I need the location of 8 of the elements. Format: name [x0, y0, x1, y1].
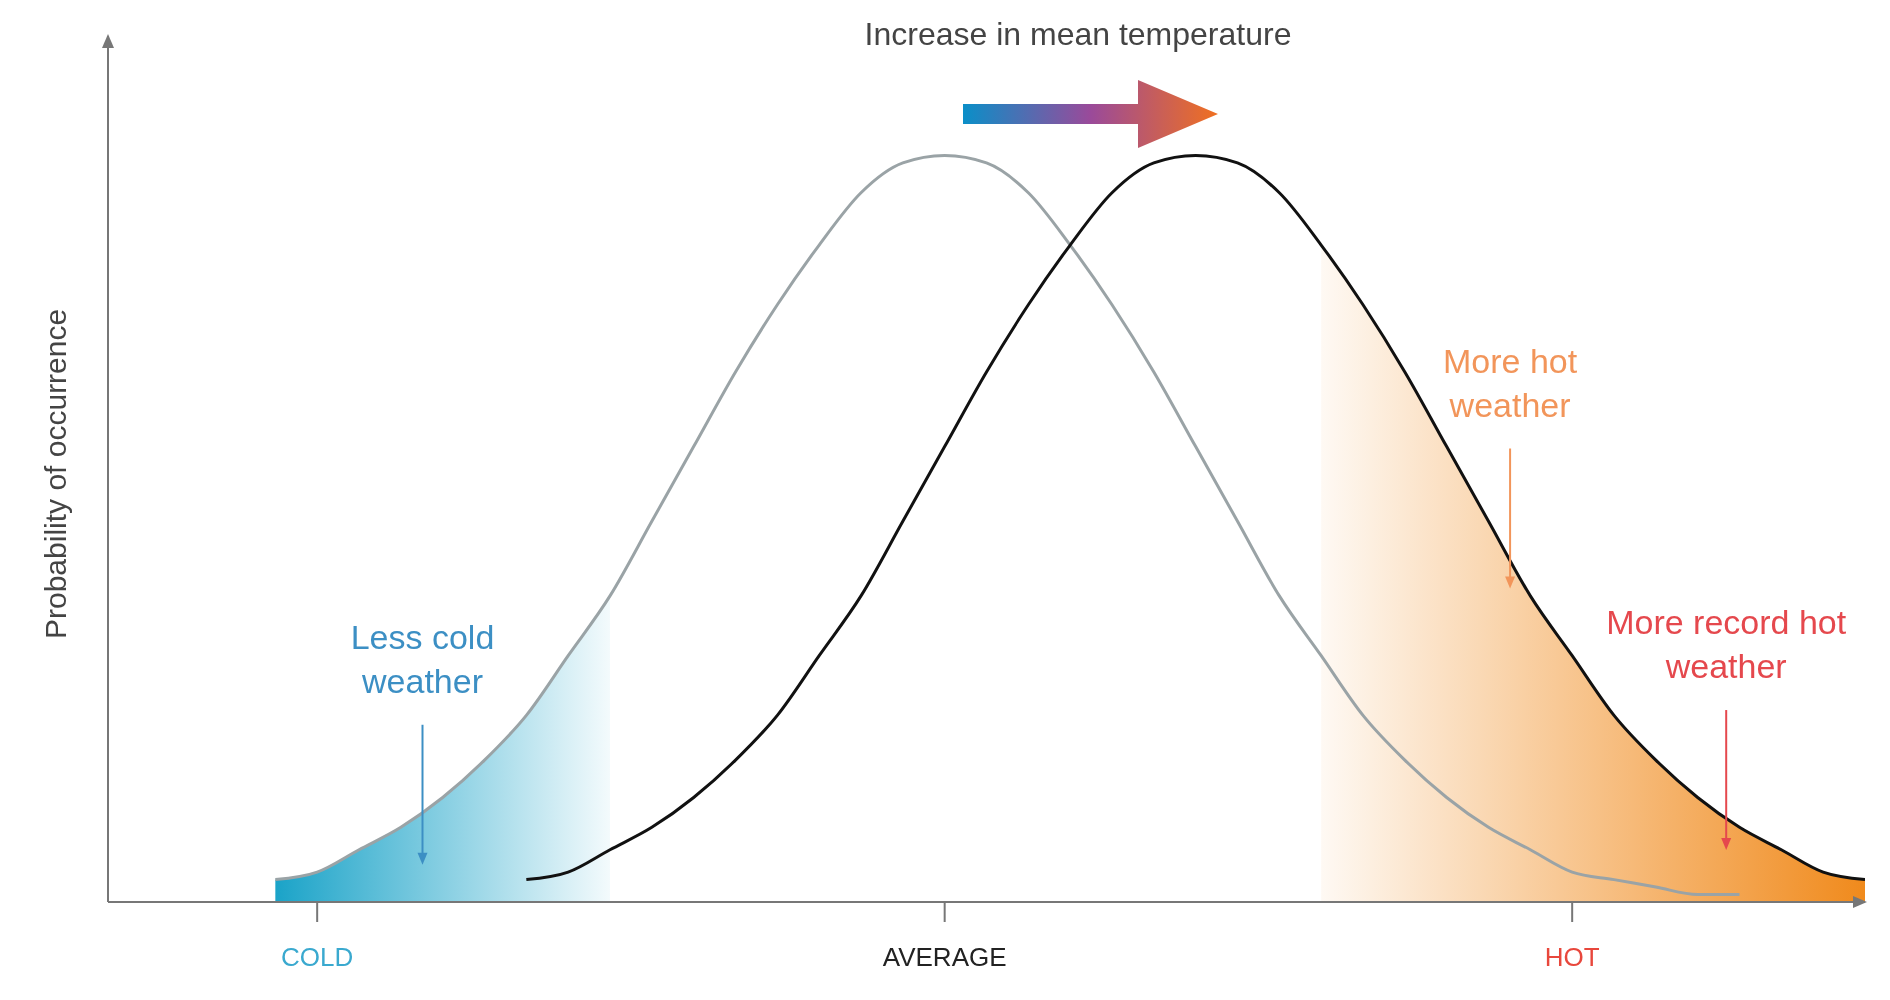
annotation: More record hot weather: [1605, 602, 1848, 688]
y-axis-title: Probability of occurrence: [38, 308, 72, 639]
x-tick-label: COLD: [281, 942, 354, 972]
annotation: Less cold weather: [349, 616, 496, 702]
text: Increase in mean temperature: [863, 16, 1293, 53]
x-tick-label: HOT: [1544, 942, 1600, 972]
annotation: More hot weather: [1442, 340, 1579, 426]
x-tick-label: AVERAGE: [882, 942, 1007, 972]
